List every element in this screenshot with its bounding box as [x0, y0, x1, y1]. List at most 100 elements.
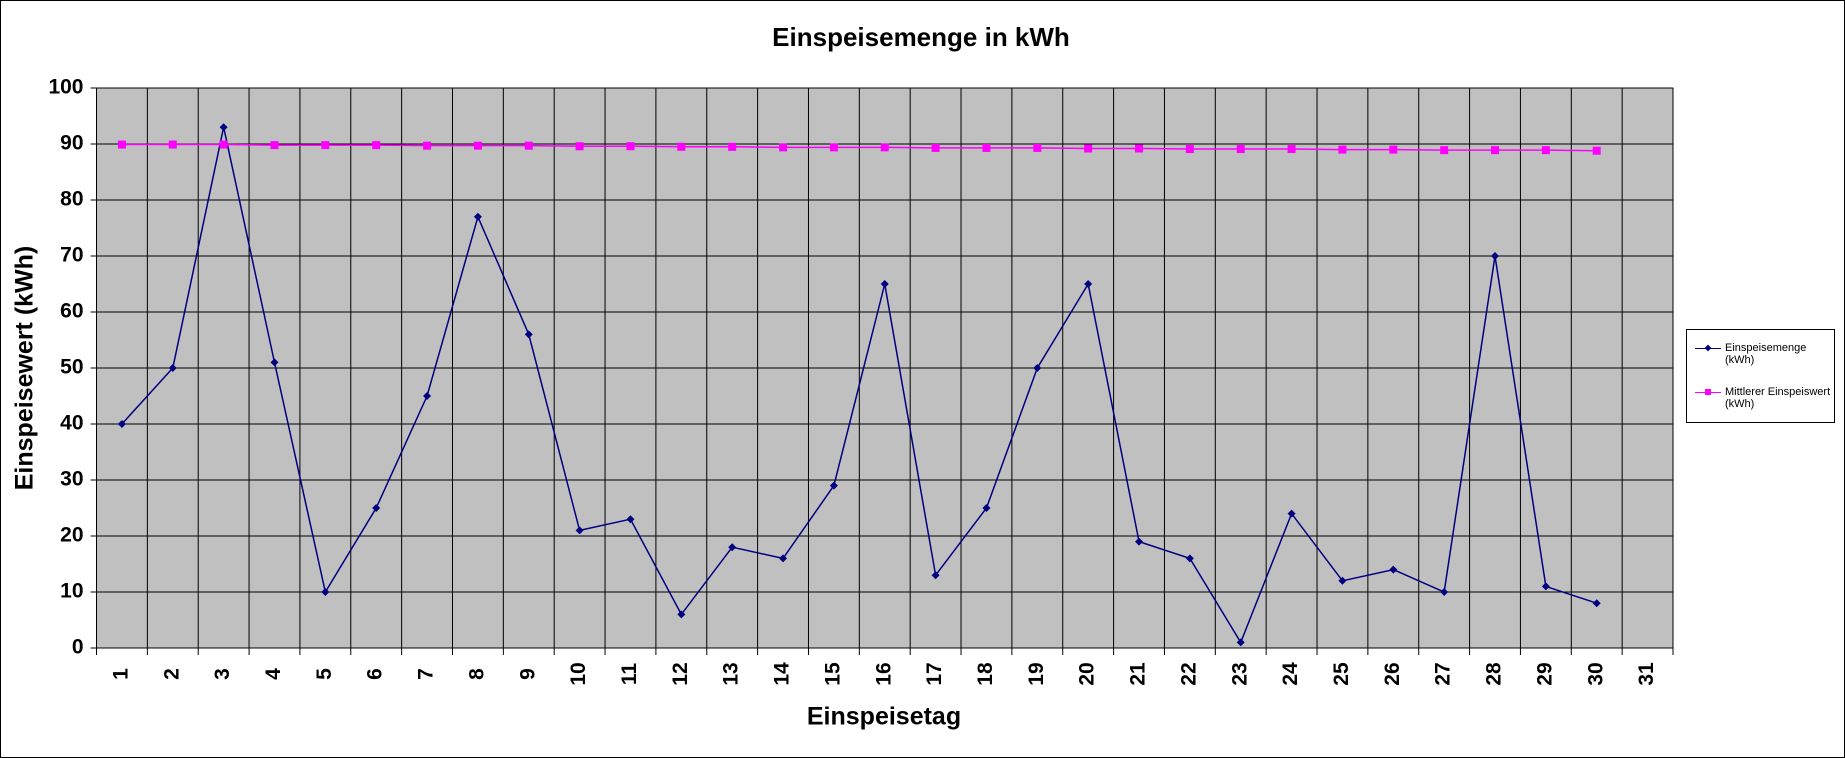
data-point [524, 141, 533, 150]
data-point [219, 140, 228, 149]
y-tick-label: 20 [60, 524, 83, 547]
data-point [1592, 599, 1601, 608]
data-point [1236, 145, 1245, 154]
data-point [1389, 565, 1398, 574]
data-point [982, 504, 991, 512]
x-tick-label: 25 [1330, 662, 1353, 686]
x-tick-label: 31 [1635, 662, 1658, 686]
data-point [1338, 145, 1347, 154]
data-point [1440, 588, 1449, 596]
series-line [121, 143, 1597, 152]
data-point [626, 142, 635, 151]
data-point [982, 143, 991, 152]
data-point [779, 143, 788, 152]
x-tick-label: 15 [821, 662, 844, 686]
y-tick-label: 60 [60, 300, 83, 323]
legend-marker [1705, 389, 1711, 395]
data-point [1541, 582, 1550, 591]
data-point [117, 140, 126, 149]
data-point [219, 123, 228, 132]
legend-marker [1704, 344, 1712, 352]
x-tick-label: 28 [1483, 662, 1506, 686]
data-point [1440, 146, 1449, 155]
data-point [1033, 143, 1042, 152]
x-tick-label: 4 [262, 668, 285, 680]
data-point [1287, 145, 1296, 154]
y-tick-label: 70 [60, 244, 83, 267]
data-point [1491, 146, 1500, 155]
y-tick-label: 80 [60, 188, 83, 211]
x-tick-label: 14 [771, 662, 794, 686]
data-point [1185, 145, 1194, 154]
data-point [626, 515, 635, 524]
x-tick-label: 2 [160, 668, 183, 680]
data-point [1287, 509, 1296, 518]
data-point [372, 141, 381, 150]
x-tick-label: 11 [618, 663, 641, 686]
x-tick-label: 20 [1076, 662, 1099, 685]
x-tick-label: 7 [415, 668, 438, 680]
x-tick-label: 26 [1381, 662, 1404, 685]
x-tick-label: 8 [465, 668, 488, 680]
data-point [829, 143, 838, 152]
x-tick-label: 29 [1533, 662, 1556, 685]
data-point [270, 358, 279, 367]
data-point [1084, 280, 1093, 288]
data-point [677, 142, 686, 151]
y-tick-label: 30 [60, 468, 83, 491]
data-point [524, 330, 533, 339]
y-tick-label: 100 [48, 76, 83, 99]
x-tick-label: 13 [720, 662, 743, 685]
data-point [728, 142, 737, 151]
data-point [1185, 554, 1194, 563]
x-tick-label: 30 [1584, 662, 1607, 685]
data-point [117, 420, 126, 428]
x-tick-label: 3 [211, 668, 234, 680]
data-point [270, 141, 279, 150]
data-point [168, 140, 177, 149]
data-point [1135, 144, 1144, 153]
y-tick-label: 10 [60, 580, 83, 603]
data-point [1389, 145, 1398, 154]
data-point [1135, 537, 1144, 546]
data-point [423, 392, 432, 400]
data-point [473, 141, 482, 150]
data-point [1491, 252, 1500, 260]
data-point [1084, 144, 1093, 153]
y-axis-label: Einspeisewert (kWh) [11, 246, 39, 491]
y-tick-label: 90 [60, 132, 83, 155]
data-point [1033, 364, 1042, 372]
x-tick-label: 9 [516, 668, 539, 680]
y-tick-label: 40 [60, 412, 83, 435]
x-tick-label: 5 [313, 668, 336, 680]
x-tick-label: 23 [1228, 662, 1251, 685]
data-point [1592, 146, 1601, 155]
series-line [121, 127, 1597, 645]
data-point [779, 554, 788, 563]
data-point [575, 526, 584, 535]
data-point [829, 481, 838, 490]
x-tick-label: 10 [567, 662, 590, 685]
data-point [473, 212, 482, 221]
x-tick-label: 24 [1279, 662, 1302, 686]
data-point [372, 504, 381, 512]
x-tick-label: 22 [1177, 662, 1200, 685]
x-tick-label: 12 [669, 662, 692, 685]
legend-label: Mittlerer Einspeiswert (kWh) [1725, 386, 1831, 410]
data-point [931, 143, 940, 152]
legend: Einspeisemenge (kWh) Mittlerer Einspeiswe… [1686, 329, 1835, 423]
data-point [575, 142, 584, 151]
x-tick-label: 27 [1432, 662, 1455, 685]
x-tick-label: 16 [872, 662, 895, 685]
y-tick-label: 0 [72, 636, 84, 659]
data-point [880, 280, 889, 288]
data-point [321, 588, 330, 596]
data-point [1338, 576, 1347, 585]
data-point [1541, 146, 1550, 155]
data-point [728, 543, 737, 552]
data-point [1236, 638, 1245, 647]
x-tick-label: 6 [364, 668, 387, 680]
data-point [168, 364, 177, 372]
